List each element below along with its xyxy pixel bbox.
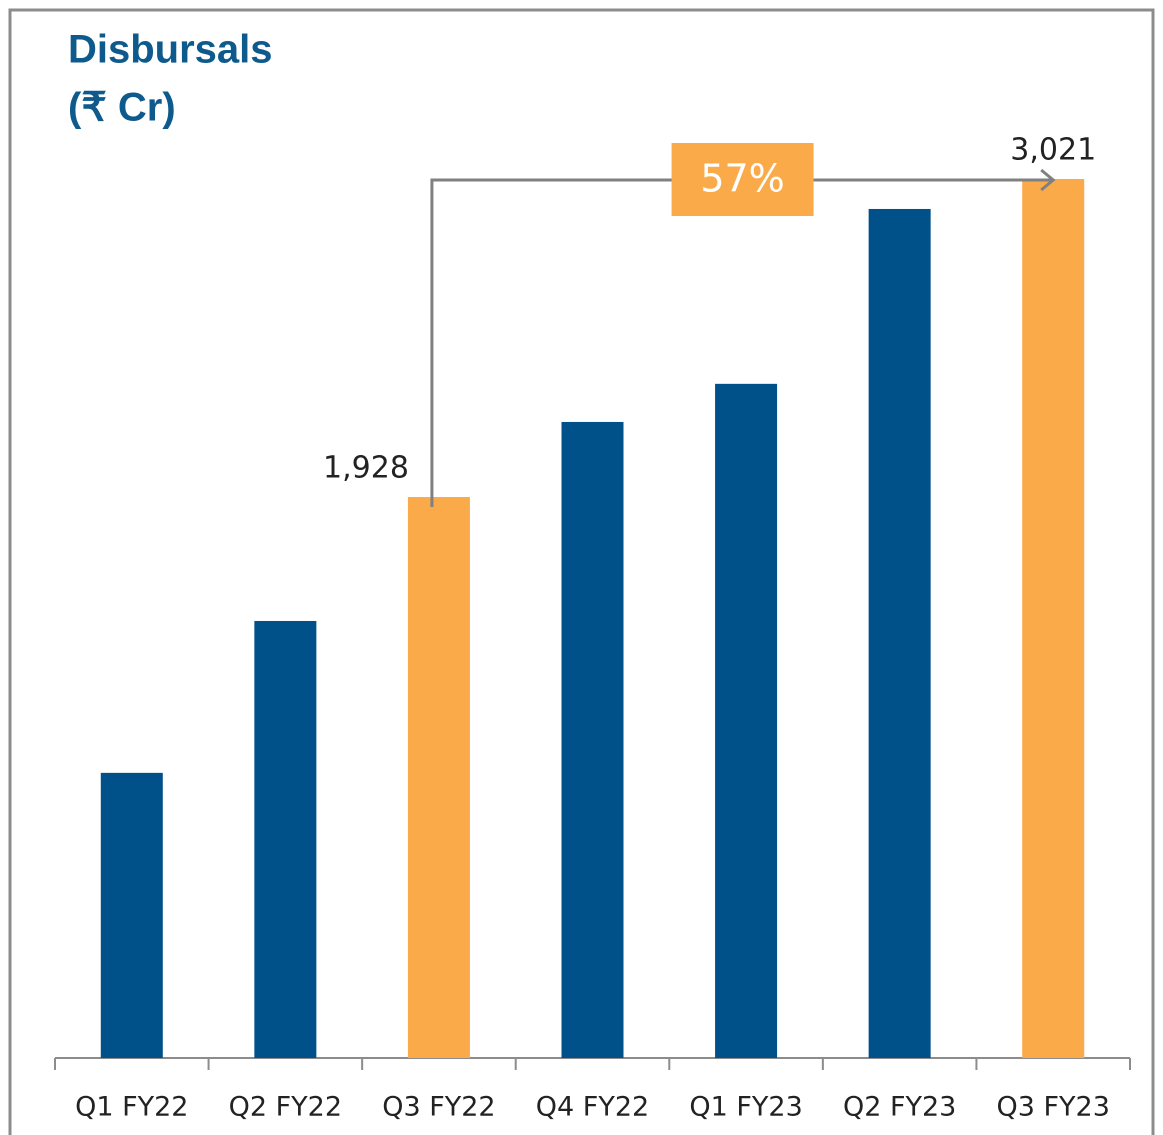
x-tick-label: Q1 FY22 <box>75 1092 188 1123</box>
x-tick-label: Q3 FY23 <box>997 1092 1110 1123</box>
bar <box>868 208 931 1058</box>
chart-title: Disbursals <box>68 28 273 72</box>
chart-subtitle: (₹ Cr) <box>68 86 176 130</box>
bar <box>100 772 163 1058</box>
bar <box>407 497 470 1058</box>
bar <box>254 620 317 1058</box>
annotation: 57% <box>700 157 784 201</box>
arrow-head <box>1040 168 1056 192</box>
growth-arrow <box>430 178 1054 508</box>
bar <box>715 383 778 1058</box>
bar <box>561 421 624 1058</box>
x-tick-label: Q2 FY23 <box>843 1092 956 1123</box>
x-tick-label: Q3 FY22 <box>382 1092 495 1123</box>
x-tick-label: Q4 FY22 <box>536 1092 649 1123</box>
value-label: 1,928 <box>323 451 409 486</box>
x-tick-label: Q1 FY23 <box>689 1092 802 1123</box>
annotation-box <box>671 143 814 216</box>
bar <box>1022 179 1085 1058</box>
x-tick-label: Q2 FY22 <box>229 1092 342 1123</box>
value-label: 3,021 <box>1010 133 1096 168</box>
